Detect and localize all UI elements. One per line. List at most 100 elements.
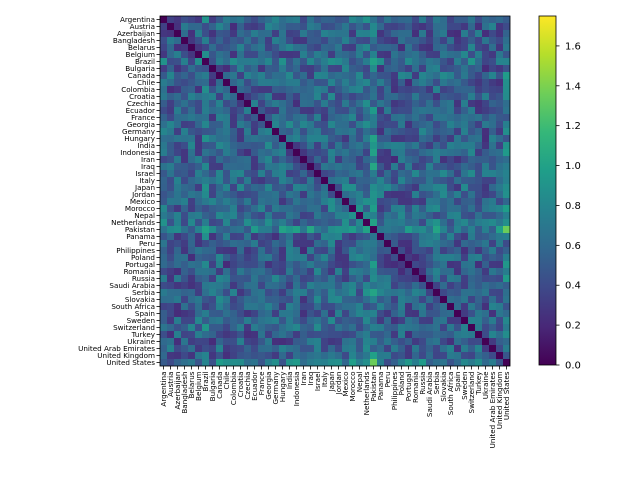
heatmap-cell (377, 79, 385, 87)
heatmap-cell (335, 79, 343, 87)
heatmap-cell (328, 317, 336, 325)
heatmap-cell (237, 100, 245, 108)
heatmap-cell (195, 212, 203, 220)
heatmap-cell (293, 149, 301, 157)
heatmap-cell (440, 331, 448, 339)
heatmap-cell (300, 359, 308, 367)
heatmap-cell (349, 30, 357, 38)
heatmap-cell (223, 156, 231, 164)
heatmap-cell (286, 93, 294, 101)
heatmap-cell (349, 240, 357, 248)
heatmap-cell (447, 23, 455, 31)
heatmap-cell (237, 51, 245, 59)
heatmap-cell (468, 30, 476, 38)
heatmap-cell (307, 191, 315, 199)
heatmap-cell (160, 114, 168, 122)
heatmap-cell (307, 114, 315, 122)
heatmap-cell (447, 345, 455, 353)
y-tick-label: Poland (131, 253, 155, 262)
heatmap-cell (489, 310, 497, 318)
heatmap-cell (475, 359, 483, 367)
heatmap-cell (342, 107, 350, 115)
heatmap-cell (251, 212, 259, 220)
heatmap-cell (279, 16, 287, 24)
heatmap-cell (370, 93, 378, 101)
heatmap-cell (489, 359, 497, 367)
heatmap-cell (216, 303, 224, 311)
heatmap-cell (433, 65, 441, 73)
heatmap-cell (300, 65, 308, 73)
heatmap-cell (167, 65, 175, 73)
heatmap-cell (258, 86, 266, 94)
heatmap-cell (356, 107, 364, 115)
heatmap-cell (475, 30, 483, 38)
heatmap-cell (412, 72, 420, 80)
heatmap-cell (321, 86, 329, 94)
heatmap-cell (251, 170, 259, 178)
heatmap-cell (279, 58, 287, 66)
heatmap-cell (419, 121, 427, 129)
heatmap-cell (412, 240, 420, 248)
heatmap-cell (461, 247, 469, 255)
heatmap-cell (202, 121, 210, 129)
heatmap-cell (482, 177, 490, 185)
heatmap-cell (468, 177, 476, 185)
heatmap-cell (230, 107, 238, 115)
heatmap-cell (160, 149, 168, 157)
heatmap-cell (300, 261, 308, 269)
heatmap-cell (174, 44, 182, 52)
heatmap-cell (202, 254, 210, 262)
heatmap-cell (160, 156, 168, 164)
heatmap-cell (321, 205, 329, 213)
heatmap-cell (419, 72, 427, 80)
heatmap-cell (370, 282, 378, 290)
heatmap-cell (272, 359, 280, 367)
heatmap-cell (223, 254, 231, 262)
heatmap-cell (412, 107, 420, 115)
heatmap-cell (167, 205, 175, 213)
heatmap-cell (230, 86, 238, 94)
heatmap-cell (482, 289, 490, 297)
heatmap-cell (230, 72, 238, 80)
heatmap-cell (174, 324, 182, 332)
heatmap-cell (230, 93, 238, 101)
heatmap-cell (391, 128, 399, 136)
heatmap-cell (160, 198, 168, 206)
heatmap-cell (349, 310, 357, 318)
heatmap-cell (384, 44, 392, 52)
heatmap-cell (300, 289, 308, 297)
heatmap-cell (356, 296, 364, 304)
heatmap-cell (468, 58, 476, 66)
heatmap-cell (468, 282, 476, 290)
heatmap-cell (391, 261, 399, 269)
heatmap-cell (489, 303, 497, 311)
heatmap-cell (489, 149, 497, 157)
heatmap-cell (370, 254, 378, 262)
heatmap-cell (461, 58, 469, 66)
heatmap-cell (223, 226, 231, 234)
heatmap-cell (195, 359, 203, 367)
heatmap-cell (265, 317, 273, 325)
heatmap-cell (412, 226, 420, 234)
heatmap-cell (342, 205, 350, 213)
heatmap-cell (419, 338, 427, 346)
heatmap-cell (160, 135, 168, 143)
heatmap-cell (391, 345, 399, 353)
heatmap-cell (349, 191, 357, 199)
heatmap-cell (328, 30, 336, 38)
heatmap-cell (188, 254, 196, 262)
heatmap-cell (496, 16, 504, 24)
heatmap-cell (363, 72, 371, 80)
heatmap-cell (230, 275, 238, 283)
heatmap-cell (503, 261, 511, 269)
y-tick-label: Belarus (128, 43, 155, 52)
heatmap-cell (251, 338, 259, 346)
heatmap-cell (209, 275, 217, 283)
heatmap-cell (272, 233, 280, 241)
heatmap-cell (482, 72, 490, 80)
heatmap-cell (293, 23, 301, 31)
heatmap-cell (454, 247, 462, 255)
heatmap-cell (398, 254, 406, 262)
heatmap-cell (202, 177, 210, 185)
heatmap-cell (314, 107, 322, 115)
